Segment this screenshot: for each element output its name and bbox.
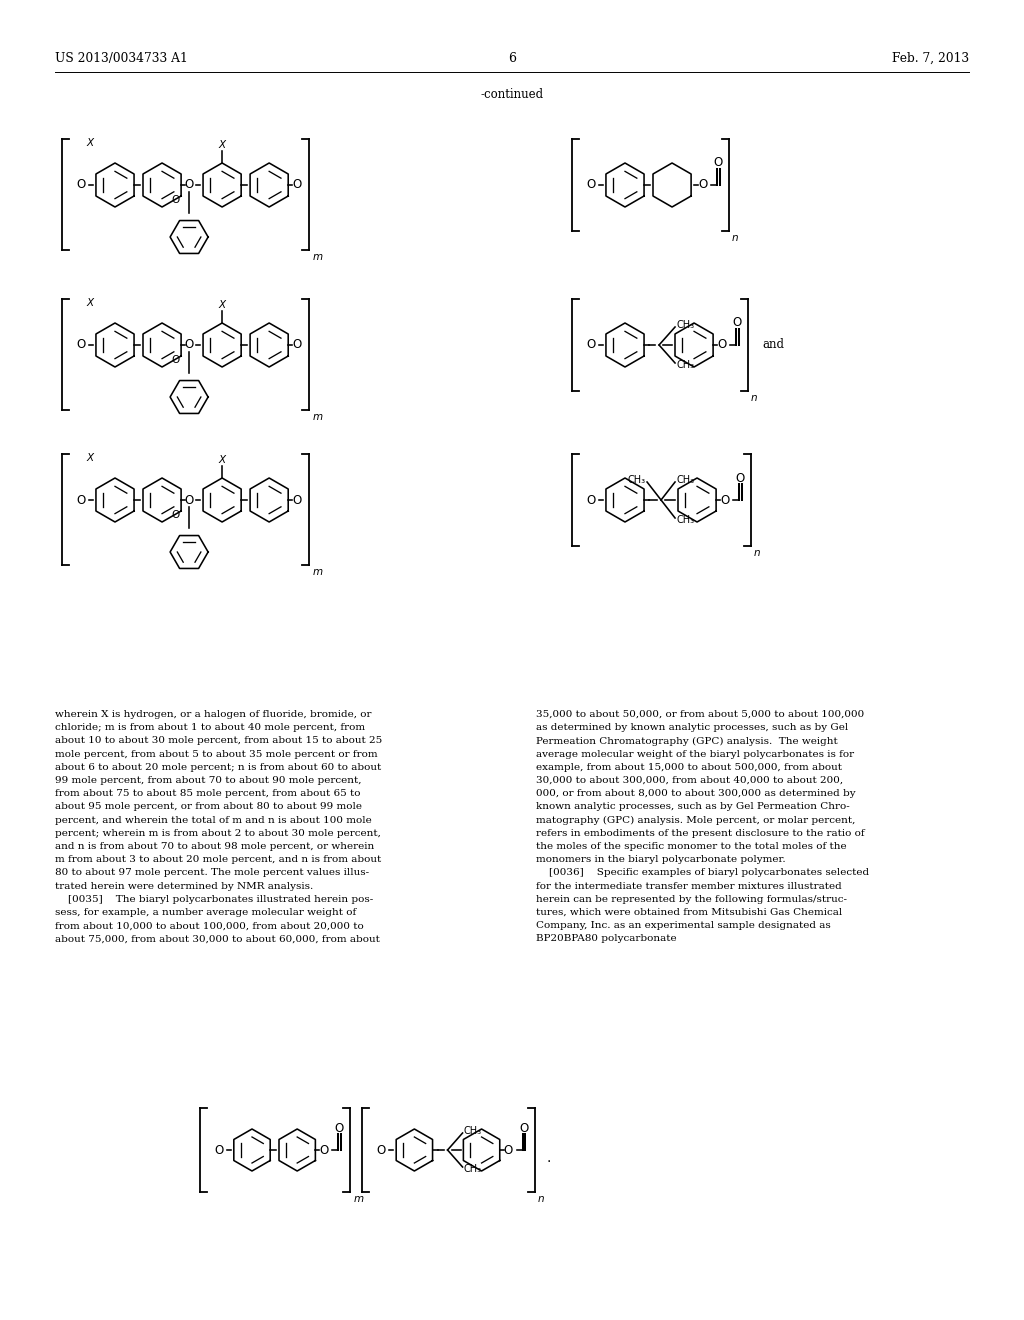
Text: about 75,000, from about 30,000 to about 60,000, from about: about 75,000, from about 30,000 to about… <box>55 935 380 944</box>
Text: chloride; m is from about 1 to about 40 mole percent, from: chloride; m is from about 1 to about 40 … <box>55 723 366 733</box>
Text: O: O <box>717 338 726 351</box>
Text: n: n <box>754 548 761 558</box>
Text: m: m <box>312 568 323 577</box>
Text: O: O <box>292 338 301 351</box>
Text: the moles of the specific monomer to the total moles of the: the moles of the specific monomer to the… <box>536 842 847 851</box>
Text: 000, or from about 8,000 to about 300,000 as determined by: 000, or from about 8,000 to about 300,00… <box>536 789 856 799</box>
Text: CH₃: CH₃ <box>676 515 694 525</box>
Text: X: X <box>218 455 225 465</box>
Text: O: O <box>172 195 180 205</box>
Text: m: m <box>312 412 323 422</box>
Text: O: O <box>184 178 194 191</box>
Text: Company, Inc. as an experimental sample designated as: Company, Inc. as an experimental sample … <box>536 921 830 931</box>
Text: CH₃: CH₃ <box>676 360 694 370</box>
Text: O: O <box>519 1122 528 1134</box>
Text: wherein X is hydrogen, or a halogen of fluoride, bromide, or: wherein X is hydrogen, or a halogen of f… <box>55 710 372 719</box>
Text: O: O <box>698 178 708 191</box>
Text: trated herein were determined by NMR analysis.: trated herein were determined by NMR ana… <box>55 882 313 891</box>
Text: O: O <box>714 157 723 169</box>
Text: refers in embodiments of the present disclosure to the ratio of: refers in embodiments of the present dis… <box>536 829 864 838</box>
Text: O: O <box>586 338 595 351</box>
Text: O: O <box>335 1122 344 1134</box>
Text: X: X <box>86 139 93 148</box>
Text: known analytic processes, such as by Gel Permeation Chro-: known analytic processes, such as by Gel… <box>536 803 850 812</box>
Text: average molecular weight of the biaryl polycarbonates is for: average molecular weight of the biaryl p… <box>536 750 854 759</box>
Text: -continued: -continued <box>480 88 544 102</box>
Text: and n is from about 70 to about 98 mole percent, or wherein: and n is from about 70 to about 98 mole … <box>55 842 374 851</box>
Text: O: O <box>172 510 180 520</box>
Text: O: O <box>214 1143 223 1156</box>
Text: O: O <box>76 494 85 507</box>
Text: Feb. 7, 2013: Feb. 7, 2013 <box>892 51 969 65</box>
Text: as determined by known analytic processes, such as by Gel: as determined by known analytic processe… <box>536 723 848 733</box>
Text: CH₃: CH₃ <box>628 475 646 484</box>
Text: CH₃: CH₃ <box>676 319 694 330</box>
Text: percent, and wherein the total of m and n is about 100 mole: percent, and wherein the total of m and … <box>55 816 372 825</box>
Text: O: O <box>586 178 595 191</box>
Text: BP20BPA80 polycarbonate: BP20BPA80 polycarbonate <box>536 935 677 944</box>
Text: O: O <box>586 494 595 507</box>
Text: mole percent, from about 5 to about 35 mole percent or from: mole percent, from about 5 to about 35 m… <box>55 750 378 759</box>
Text: CH₃: CH₃ <box>464 1164 481 1173</box>
Text: X: X <box>218 140 225 150</box>
Text: O: O <box>76 338 85 351</box>
Text: n: n <box>732 234 738 243</box>
Text: from about 10,000 to about 100,000, from about 20,000 to: from about 10,000 to about 100,000, from… <box>55 921 364 931</box>
Text: .: . <box>547 1151 551 1166</box>
Text: X: X <box>218 300 225 310</box>
Text: 30,000 to about 300,000, from about 40,000 to about 200,: 30,000 to about 300,000, from about 40,0… <box>536 776 843 785</box>
Text: m from about 3 to about 20 mole percent, and n is from about: m from about 3 to about 20 mole percent,… <box>55 855 381 865</box>
Text: matography (GPC) analysis. Mole percent, or molar percent,: matography (GPC) analysis. Mole percent,… <box>536 816 855 825</box>
Text: O: O <box>732 317 741 330</box>
Text: 35,000 to about 50,000, or from about 5,000 to about 100,000: 35,000 to about 50,000, or from about 5,… <box>536 710 864 719</box>
Text: O: O <box>735 471 744 484</box>
Text: m: m <box>353 1195 364 1204</box>
Text: monomers in the biaryl polycarbonate polymer.: monomers in the biaryl polycarbonate pol… <box>536 855 785 865</box>
Text: 80 to about 97 mole percent. The mole percent values illus-: 80 to about 97 mole percent. The mole pe… <box>55 869 369 878</box>
Text: n: n <box>538 1195 545 1204</box>
Text: Permeation Chromatography (GPC) analysis.  The weight: Permeation Chromatography (GPC) analysis… <box>536 737 838 746</box>
Text: X: X <box>86 298 93 308</box>
Text: example, from about 15,000 to about 500,000, from about: example, from about 15,000 to about 500,… <box>536 763 842 772</box>
Text: O: O <box>184 338 194 351</box>
Text: [0035]    The biaryl polycarbonates illustrated herein pos-: [0035] The biaryl polycarbonates illustr… <box>55 895 374 904</box>
Text: and: and <box>762 338 784 351</box>
Text: about 10 to about 30 mole percent, from about 15 to about 25: about 10 to about 30 mole percent, from … <box>55 737 382 746</box>
Text: O: O <box>319 1143 329 1156</box>
Text: sess, for example, a number average molecular weight of: sess, for example, a number average mole… <box>55 908 356 917</box>
Text: O: O <box>172 355 180 366</box>
Text: from about 75 to about 85 mole percent, from about 65 to: from about 75 to about 85 mole percent, … <box>55 789 360 799</box>
Text: O: O <box>720 494 729 507</box>
Text: [0036]    Specific examples of biaryl polycarbonates selected: [0036] Specific examples of biaryl polyc… <box>536 869 869 878</box>
Text: 6: 6 <box>508 51 516 65</box>
Text: O: O <box>377 1143 386 1156</box>
Text: tures, which were obtained from Mitsubishi Gas Chemical: tures, which were obtained from Mitsubis… <box>536 908 843 917</box>
Text: 99 mole percent, from about 70 to about 90 mole percent,: 99 mole percent, from about 70 to about … <box>55 776 361 785</box>
Text: for the intermediate transfer member mixtures illustrated: for the intermediate transfer member mix… <box>536 882 842 891</box>
Text: about 6 to about 20 mole percent; n is from about 60 to about: about 6 to about 20 mole percent; n is f… <box>55 763 381 772</box>
Text: O: O <box>184 494 194 507</box>
Text: CH₃: CH₃ <box>464 1126 481 1137</box>
Text: m: m <box>312 252 323 261</box>
Text: O: O <box>504 1143 513 1156</box>
Text: O: O <box>292 178 301 191</box>
Text: US 2013/0034733 A1: US 2013/0034733 A1 <box>55 51 187 65</box>
Text: percent; wherein m is from about 2 to about 30 mole percent,: percent; wherein m is from about 2 to ab… <box>55 829 381 838</box>
Text: O: O <box>292 494 301 507</box>
Text: n: n <box>752 393 758 403</box>
Text: herein can be represented by the following formulas/struc-: herein can be represented by the followi… <box>536 895 847 904</box>
Text: CH₃: CH₃ <box>676 475 694 484</box>
Text: X: X <box>86 453 93 463</box>
Text: about 95 mole percent, or from about 80 to about 99 mole: about 95 mole percent, or from about 80 … <box>55 803 362 812</box>
Text: O: O <box>76 178 85 191</box>
